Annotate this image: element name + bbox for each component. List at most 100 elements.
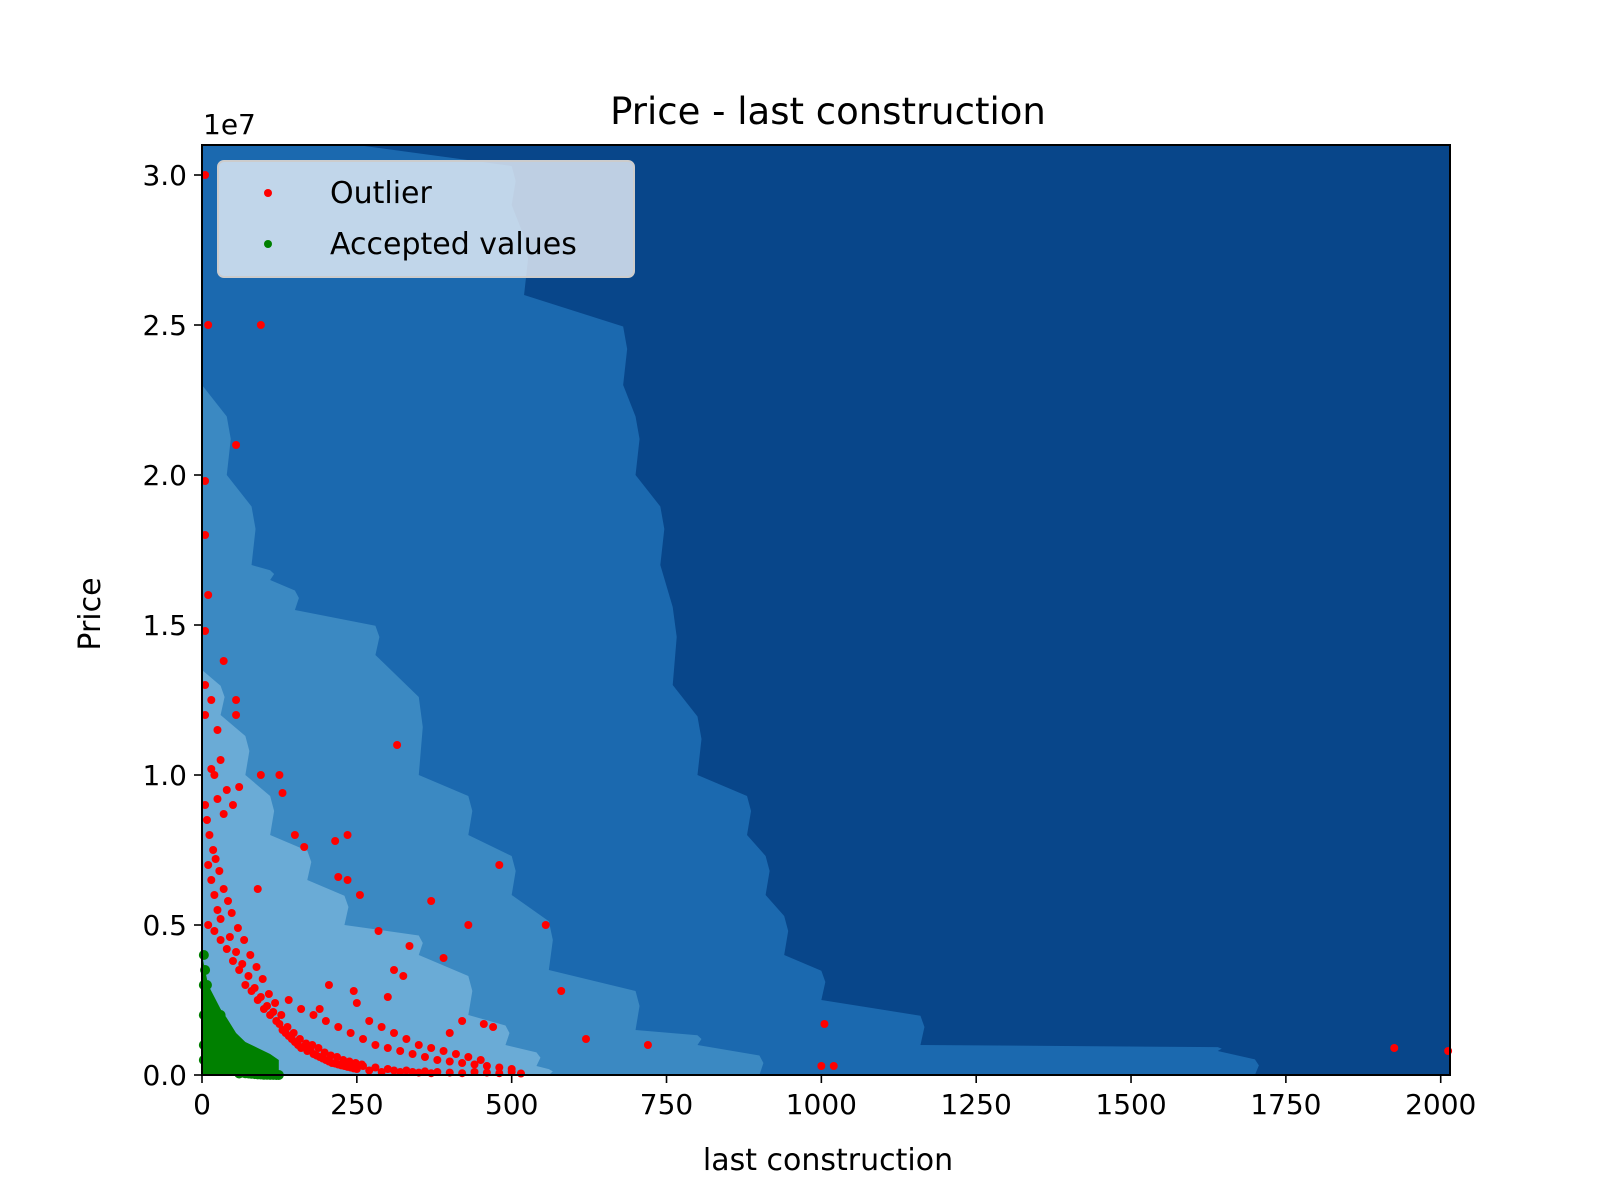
accepted-point [227, 1040, 238, 1050]
outlier-point [495, 1063, 504, 1072]
outlier-point [345, 1057, 354, 1066]
accepted-point [204, 1025, 215, 1035]
outlier-point [300, 843, 309, 851]
outlier-point [201, 801, 210, 809]
outlier-point [290, 831, 299, 839]
outlier-point [271, 999, 280, 1007]
outlier-point [365, 1066, 374, 1075]
outlier-point [377, 1023, 386, 1031]
outlier-point [201, 171, 210, 179]
outlier-point [222, 786, 231, 794]
accepted-point [217, 1061, 228, 1071]
outlier-point [390, 1029, 398, 1037]
outlier-point [284, 996, 293, 1004]
outlier-point [470, 1060, 479, 1069]
outlier-point [320, 1048, 329, 1057]
outlier-point [297, 1005, 306, 1013]
outlier-point [252, 963, 261, 971]
outlier-point [405, 942, 414, 950]
outlier-point [256, 993, 265, 1001]
x-tick-label: 0 [193, 1088, 211, 1121]
plot-frame [201, 144, 1451, 1076]
outlier-point [250, 984, 259, 992]
outlier-point [427, 1044, 436, 1052]
outlier-point [204, 861, 213, 869]
outlier-point [321, 1017, 330, 1025]
outlier-point [210, 771, 219, 779]
outlier-point [433, 1056, 442, 1064]
outlier-point [256, 321, 265, 329]
outlier-point [256, 771, 265, 779]
outlier-point [312, 1051, 321, 1060]
outlier-point [390, 966, 398, 974]
outlier-point [210, 927, 219, 935]
outlier-point [201, 477, 210, 485]
outlier-point [324, 981, 333, 989]
outlier-point [643, 1041, 652, 1049]
outlier-point [241, 981, 250, 989]
outlier-point [439, 954, 448, 962]
outlier-point [326, 1051, 335, 1060]
outlier-point [222, 945, 231, 953]
outlier-point [829, 1062, 838, 1070]
outlier-point [445, 1057, 454, 1066]
legend-marker-outlier [264, 189, 272, 197]
outlier-point [227, 909, 236, 917]
outlier-point [302, 1039, 311, 1048]
outlier-point [219, 657, 228, 665]
x-tick-label: 1500 [1095, 1088, 1166, 1121]
outlier-point [331, 837, 340, 845]
outlier-point [495, 861, 504, 869]
y-tick-label: 1.0 [142, 759, 187, 792]
outlier-point [219, 810, 228, 818]
outlier-point [507, 1065, 516, 1073]
outlier-point [390, 1066, 398, 1075]
y-tick-label: 2.0 [142, 459, 187, 492]
x-tick-label: 500 [485, 1088, 538, 1121]
outlier-point [283, 1023, 292, 1031]
outlier-point [232, 948, 241, 956]
outlier-point [357, 1060, 366, 1069]
outlier-point [324, 1057, 333, 1066]
outlier-point [383, 1044, 392, 1052]
outlier-point [201, 681, 210, 689]
outlier-point [228, 957, 237, 965]
outlier-point [263, 1002, 272, 1010]
accepted-point [204, 995, 215, 1005]
accepted-point [198, 980, 209, 990]
outlier-point [557, 987, 566, 995]
outlier-point [202, 816, 211, 824]
x-tick-label: 1250 [941, 1088, 1012, 1121]
outlier-point [383, 993, 392, 1001]
outlier-point [402, 1066, 411, 1075]
accepted-point [234, 1052, 245, 1062]
outlier-point [246, 951, 255, 959]
outlier-point [489, 1023, 498, 1031]
outlier-point [253, 885, 262, 893]
outlier-point [458, 1017, 467, 1025]
outlier-point [445, 1029, 454, 1037]
outlier-point [334, 873, 343, 881]
outlier-point [216, 915, 225, 923]
outlier-point [213, 795, 222, 803]
outlier-point [365, 1017, 374, 1025]
outlier-point [281, 1029, 290, 1037]
outlier-point [451, 1050, 460, 1058]
legend: Outlier Accepted values [217, 160, 635, 278]
outlier-point [207, 765, 216, 773]
outlier-point [371, 1063, 380, 1072]
legend-marker-accepted [264, 240, 272, 248]
accepted-point [201, 1010, 212, 1020]
y-tick-label: 3.0 [142, 159, 187, 192]
outlier-point [352, 999, 361, 1007]
outlier-point [207, 876, 216, 884]
accepted-point [204, 1055, 215, 1065]
accepted-point [198, 950, 209, 960]
outlier-point [359, 1035, 368, 1043]
outlier-point [275, 771, 284, 779]
outlier-point [315, 1005, 324, 1013]
outlier-point [232, 441, 241, 449]
outlier-point [209, 846, 218, 854]
outlier-point [464, 1053, 473, 1061]
outlier-point [269, 1008, 278, 1016]
